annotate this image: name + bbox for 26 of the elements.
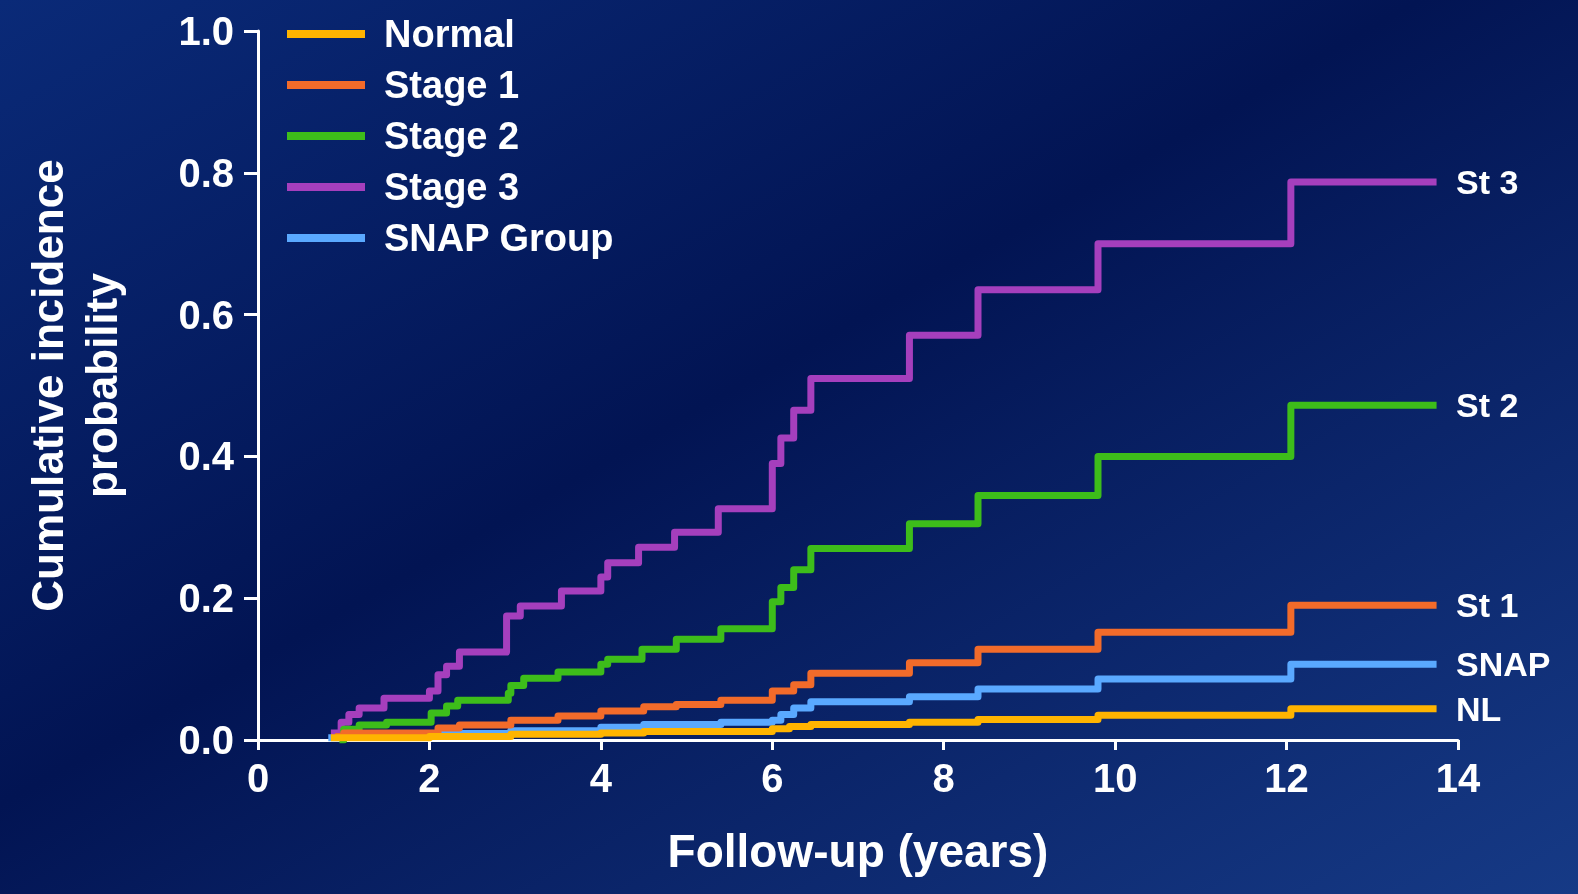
legend-label: Normal: [384, 13, 515, 55]
annotation: St 1: [1456, 586, 1519, 625]
x-axis-title: Follow-up (years): [667, 825, 1049, 877]
annotation: NL: [1456, 689, 1502, 728]
annotation: St 3: [1456, 163, 1519, 202]
y-tick-label: 1.0: [178, 9, 234, 53]
x-tick-label: 14: [1435, 756, 1481, 800]
legend-label: SNAP Group: [384, 217, 614, 259]
legend-label: Stage 1: [384, 64, 520, 106]
annotation: SNAP: [1456, 645, 1551, 684]
x-tick-label: 6: [761, 756, 784, 800]
x-tick-label: 4: [589, 756, 613, 800]
x-tick-label: 12: [1264, 756, 1309, 800]
legend-label: Stage 2: [384, 115, 520, 157]
y-axis-title: Cumulative incidence probability: [22, 159, 126, 612]
annotation: St 2: [1456, 386, 1519, 425]
x-tick-label: 10: [1092, 756, 1138, 800]
x-tick-label: 8: [932, 756, 955, 800]
y-tick-label: 0.0: [178, 718, 234, 762]
y-tick-label: 0.4: [178, 434, 235, 479]
legend-label: Stage 3: [384, 166, 520, 208]
x-tick-label: 2: [418, 756, 441, 800]
y-tick-label: 0.8: [178, 150, 234, 195]
y-tick-label: 0.2: [178, 576, 234, 621]
y-tick-label: 0.6: [178, 292, 234, 337]
x-tick-label: 0: [246, 756, 270, 800]
